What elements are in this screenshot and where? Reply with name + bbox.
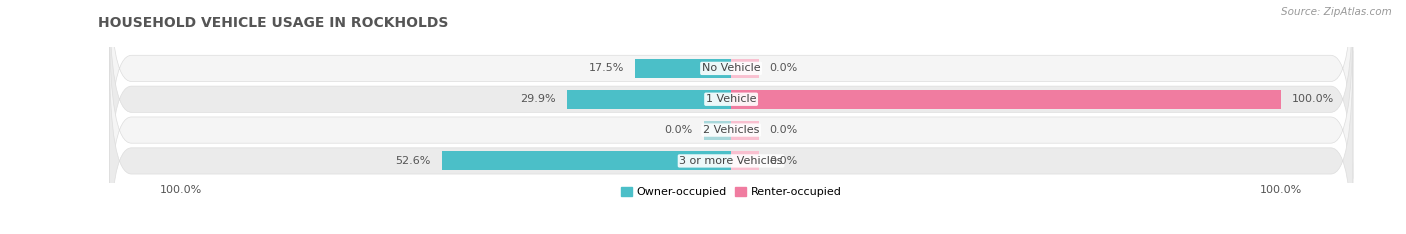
Bar — [731, 59, 759, 78]
Text: Source: ZipAtlas.com: Source: ZipAtlas.com — [1281, 7, 1392, 17]
Bar — [731, 151, 759, 171]
Bar — [567, 90, 731, 109]
Bar — [441, 151, 731, 171]
Text: 29.9%: 29.9% — [520, 94, 555, 104]
Legend: Owner-occupied, Renter-occupied: Owner-occupied, Renter-occupied — [616, 182, 846, 201]
FancyBboxPatch shape — [110, 0, 1353, 209]
FancyBboxPatch shape — [110, 0, 1353, 179]
Text: 0.0%: 0.0% — [665, 125, 693, 135]
Text: 0.0%: 0.0% — [769, 125, 797, 135]
Text: 17.5%: 17.5% — [589, 63, 624, 73]
Text: No Vehicle: No Vehicle — [702, 63, 761, 73]
Text: 100.0%: 100.0% — [1292, 94, 1334, 104]
FancyBboxPatch shape — [110, 51, 1353, 234]
Text: 3 or more Vehicles: 3 or more Vehicles — [679, 156, 783, 166]
Bar — [731, 90, 1281, 109]
Text: 0.0%: 0.0% — [769, 156, 797, 166]
Text: 1 Vehicle: 1 Vehicle — [706, 94, 756, 104]
Text: 2 Vehicles: 2 Vehicles — [703, 125, 759, 135]
FancyBboxPatch shape — [110, 20, 1353, 234]
Bar — [703, 121, 731, 140]
Bar — [636, 59, 731, 78]
Text: 52.6%: 52.6% — [395, 156, 430, 166]
Bar — [731, 121, 759, 140]
Text: HOUSEHOLD VEHICLE USAGE IN ROCKHOLDS: HOUSEHOLD VEHICLE USAGE IN ROCKHOLDS — [98, 16, 449, 30]
Text: 0.0%: 0.0% — [769, 63, 797, 73]
